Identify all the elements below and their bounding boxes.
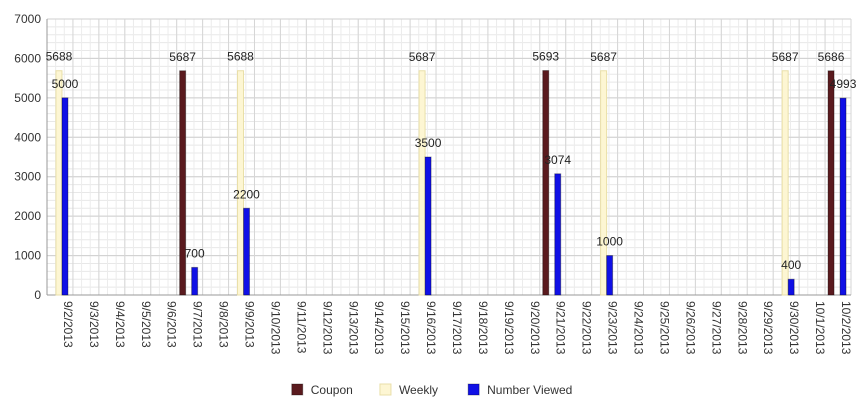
x-tick-label: 10/2/2013 — [839, 301, 853, 355]
legend-swatch-number-viewed — [467, 383, 480, 396]
bar-weekly — [55, 70, 63, 296]
legend-label[interactable]: Coupon — [311, 383, 353, 397]
x-tick-label: 9/22/2013 — [580, 301, 594, 355]
bar-number-viewed — [606, 255, 614, 296]
bar-number-viewed — [243, 207, 251, 296]
legend-label[interactable]: Number Viewed — [487, 383, 572, 397]
y-tick-label: 4000 — [14, 130, 41, 144]
bar-weekly — [781, 70, 789, 296]
x-tick-label: 9/10/2013 — [268, 301, 282, 355]
legend-label[interactable]: Weekly — [399, 383, 438, 397]
x-tick-label: 9/3/2013 — [87, 301, 101, 348]
y-tick-label: 0 — [34, 288, 41, 302]
x-tick-label: 10/1/2013 — [813, 301, 827, 355]
x-tick-label: 9/15/2013 — [398, 301, 412, 355]
bar-coupon — [827, 70, 835, 296]
y-tick-label: 7000 — [14, 12, 41, 26]
bar-number-viewed — [191, 266, 199, 296]
data-label: 5686 — [818, 50, 845, 64]
legend-swatch-coupon — [291, 383, 304, 396]
x-tick-label: 9/6/2013 — [165, 301, 179, 348]
x-tick-label: 9/12/2013 — [320, 301, 334, 355]
x-tick-label: 9/13/2013 — [346, 301, 360, 355]
bar-number-viewed — [554, 173, 562, 296]
bar-number-viewed — [839, 97, 847, 296]
data-label: 5688 — [227, 50, 254, 64]
data-label: 1000 — [596, 235, 623, 249]
x-tick-label: 9/21/2013 — [554, 301, 568, 355]
x-tick-label: 9/29/2013 — [761, 301, 775, 355]
x-tick-label: 9/7/2013 — [191, 301, 205, 348]
data-label: 5687 — [409, 50, 436, 64]
grid — [46, 18, 852, 296]
x-tick-label: 9/24/2013 — [632, 301, 646, 355]
y-tick-label: 2000 — [14, 209, 41, 223]
data-label: 5687 — [590, 50, 617, 64]
data-label: 3074 — [544, 153, 571, 167]
bar-number-viewed — [61, 97, 69, 296]
bar-number-viewed — [787, 278, 795, 296]
x-tick-label: 9/8/2013 — [217, 301, 231, 348]
y-tick-label: 3000 — [14, 170, 41, 184]
data-label: 4993 — [830, 77, 857, 91]
bar-weekly — [237, 70, 245, 296]
data-label: 400 — [781, 258, 801, 272]
bar-coupon — [179, 70, 187, 296]
x-tick-label: 9/11/2013 — [294, 301, 308, 354]
y-tick-label: 1000 — [14, 249, 41, 263]
x-tick-label: 9/23/2013 — [606, 301, 620, 355]
bar-coupon — [542, 70, 550, 296]
data-labels: 5687 5693 5686 5688 5688 5687 5687 5687 5000 700 2… — [46, 50, 857, 273]
bar-weekly — [600, 70, 608, 296]
y-tick-label: 5000 — [14, 91, 41, 105]
x-tick-label: 9/17/2013 — [450, 301, 464, 355]
x-tick-label: 9/28/2013 — [735, 301, 749, 355]
legend: Coupon Weekly Number Viewed — [291, 383, 572, 397]
x-tick-label: 9/18/2013 — [476, 301, 490, 355]
x-tick-label: 9/9/2013 — [243, 301, 257, 348]
bars — [55, 70, 847, 296]
x-tick-label: 9/2/2013 — [61, 301, 75, 348]
data-label: 2200 — [233, 187, 260, 201]
bar-weekly — [418, 70, 426, 296]
data-label: 3500 — [415, 136, 442, 150]
bar-number-viewed — [424, 156, 432, 296]
axes: 0 1000 2000 3000 4000 5000 6000 7000 9/2/2013 9/3… — [14, 12, 853, 355]
x-tick-label: 9/19/2013 — [502, 301, 516, 355]
data-label: 5687 — [772, 50, 799, 64]
data-label: 5687 — [169, 50, 196, 64]
y-tick-label: 6000 — [14, 51, 41, 65]
x-tick-label: 9/14/2013 — [372, 301, 386, 355]
data-label: 700 — [185, 246, 205, 260]
x-tick-label: 9/20/2013 — [528, 301, 542, 355]
x-tick-label: 9/5/2013 — [139, 301, 153, 348]
x-tick-label: 9/27/2013 — [709, 301, 723, 355]
data-label: 5693 — [532, 50, 559, 64]
x-tick-label: 9/30/2013 — [787, 301, 801, 355]
x-tick-label: 9/4/2013 — [113, 301, 127, 348]
data-label: 5000 — [52, 77, 79, 91]
x-tick-label: 9/16/2013 — [424, 301, 438, 355]
data-label: 5688 — [46, 50, 73, 64]
x-tick-label: 9/26/2013 — [683, 301, 697, 355]
legend-swatch-weekly — [379, 383, 392, 396]
x-tick-label: 9/25/2013 — [657, 301, 671, 355]
